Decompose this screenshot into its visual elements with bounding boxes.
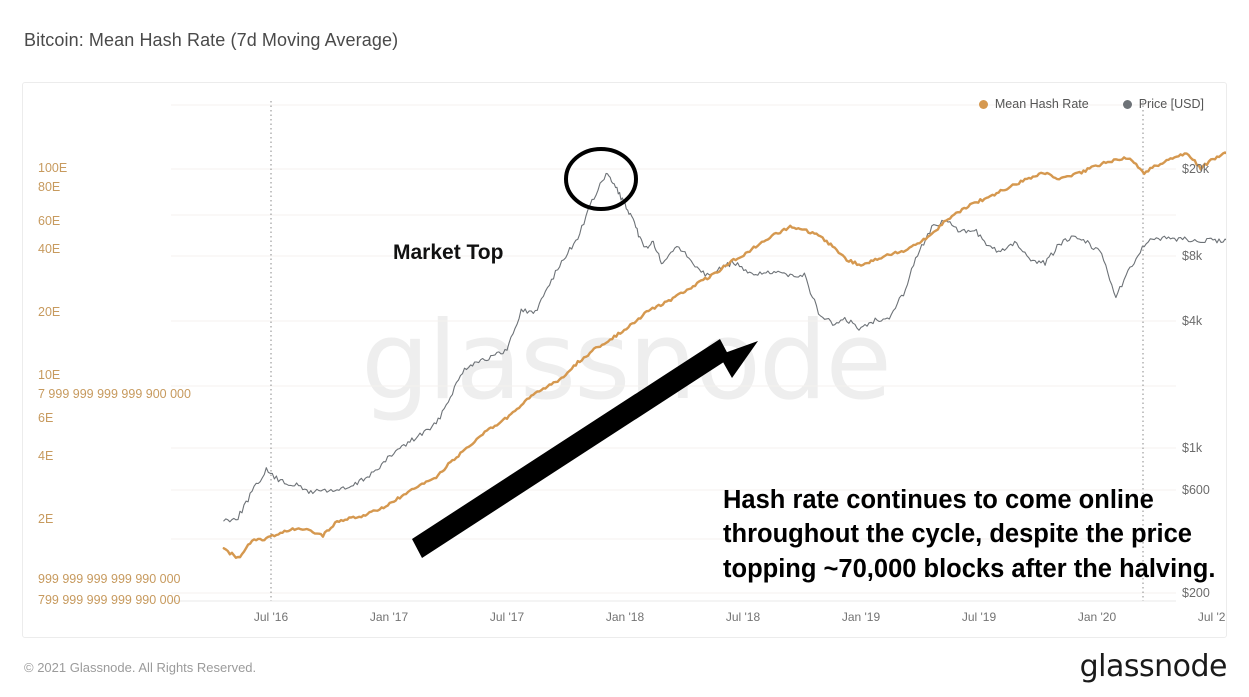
callout-annotation: Hash rate continues to come online throu… bbox=[723, 486, 1216, 583]
up-right-arrow bbox=[412, 339, 758, 558]
x-tick-label: Jul '20 bbox=[1197, 610, 1226, 624]
x-tick-label: Jul '17 bbox=[489, 610, 525, 624]
legend-item-hash-rate[interactable]: Mean Hash Rate bbox=[978, 97, 1089, 111]
legend-label-hash-rate: Mean Hash Rate bbox=[994, 97, 1089, 111]
hash-rate-color-dot bbox=[978, 99, 988, 109]
left-tick-label: 20E bbox=[38, 305, 61, 319]
legend-label-price: Price [USD] bbox=[1138, 97, 1204, 111]
left-tick-label: 40E bbox=[38, 242, 61, 256]
right-tick-label: $200 bbox=[1182, 586, 1210, 600]
market-top-annotation: Market Top bbox=[393, 241, 504, 264]
left-tick-label: 60E bbox=[38, 214, 61, 228]
right-tick-label: $1k bbox=[1182, 441, 1203, 455]
x-tick-label: Jul '19 bbox=[961, 610, 997, 624]
left-tick-label: 80E bbox=[38, 180, 61, 194]
right-tick-label: $8k bbox=[1182, 249, 1203, 263]
copyright-text: © 2021 Glassnode. All Rights Reserved. bbox=[24, 660, 257, 675]
x-tick-label: Jan '18 bbox=[605, 610, 645, 624]
gridlines bbox=[171, 104, 1176, 602]
chart-legend: Mean Hash Rate Price [USD] bbox=[978, 97, 1204, 111]
price-color-dot bbox=[1122, 99, 1132, 109]
x-tick-label: Jan '20 bbox=[1077, 610, 1117, 624]
left-tick-label: 4E bbox=[38, 449, 54, 463]
left-tick-label: 999 999 999 999 990 000 bbox=[38, 572, 181, 586]
right-tick-label: $600 bbox=[1182, 483, 1210, 497]
hash-rate-line bbox=[222, 151, 1226, 559]
left-tick-label: 2E bbox=[38, 512, 54, 526]
page-title: Bitcoin: Mean Hash Rate (7d Moving Avera… bbox=[24, 30, 399, 50]
x-tick-label: Jul '16 bbox=[253, 610, 289, 624]
chart-plot-area bbox=[171, 101, 1226, 602]
x-tick-label: Jul '18 bbox=[725, 610, 761, 624]
market-top-ellipse bbox=[564, 147, 638, 211]
right-tick-label: $20k bbox=[1182, 162, 1210, 176]
left-tick-label: 10E bbox=[38, 368, 61, 382]
left-tick-label: 799 999 999 999 990 000 bbox=[38, 593, 181, 607]
left-tick-label: 6E bbox=[38, 411, 54, 425]
x-tick-label: Jan '19 bbox=[841, 610, 881, 624]
right-tick-label: $4k bbox=[1182, 314, 1203, 328]
chart-panel: glassnode Mean Hash Rate Price [USD] 100… bbox=[22, 82, 1227, 638]
price-line bbox=[223, 172, 1226, 523]
legend-item-price[interactable]: Price [USD] bbox=[1122, 97, 1204, 111]
left-tick-label: 7 999 999 999 999 900 000 bbox=[38, 387, 191, 401]
left-tick-label: 100E bbox=[38, 161, 68, 175]
x-tick-label: Jan '17 bbox=[369, 610, 409, 624]
glassnode-logo: glassnode bbox=[1079, 649, 1228, 684]
